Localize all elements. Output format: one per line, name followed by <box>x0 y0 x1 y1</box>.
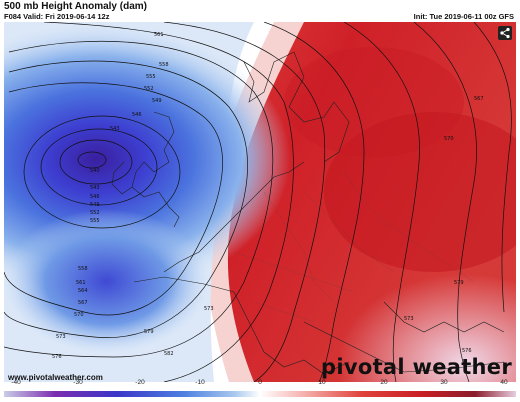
watermark-url: www.pivotalweather.com <box>8 373 103 382</box>
colorbar-tick: -40 <box>11 379 21 386</box>
coastlines <box>111 51 505 375</box>
contour-label: 540 <box>90 168 100 174</box>
contour-label: 561 <box>154 32 164 38</box>
contour-label: 558 <box>159 62 169 68</box>
share-icon[interactable] <box>498 26 512 40</box>
colorbar-tick: 0 <box>258 379 262 386</box>
height-anomaly-map: 561 558 555 552 549 546 543 540 543 546 … <box>4 22 516 382</box>
valid-time: F084 Valid: Fri 2019-06-14 12z <box>4 12 110 21</box>
colorbar-tick: -10 <box>195 379 205 386</box>
contour-label: 579 <box>144 329 154 335</box>
contour-label: 573 <box>404 316 414 322</box>
contour-label: 549 <box>90 202 100 208</box>
contour-label: 564 <box>78 288 88 294</box>
contour-label: 543 <box>110 126 120 132</box>
contour-labels: 561 558 555 552 549 546 543 540 543 546 … <box>52 32 484 360</box>
contour-label: 555 <box>90 218 100 224</box>
contour-label: 543 <box>90 185 100 191</box>
height-contours <box>4 22 512 382</box>
colorbar-tick: 30 <box>440 379 448 386</box>
colorbar-tick: -30 <box>73 379 83 386</box>
contour-label: 576 <box>52 354 62 360</box>
borders <box>233 171 475 323</box>
colorbar-tick: -20 <box>135 379 145 386</box>
contour-label: 555 <box>146 74 156 80</box>
contour-label: 582 <box>164 351 174 357</box>
contour-label: 549 <box>152 98 162 104</box>
contour-label: 546 <box>132 112 142 118</box>
contour-label: 567 <box>474 96 484 102</box>
header: 500 mb Height Anomaly (dam) F084 Valid: … <box>0 0 520 22</box>
colorbar <box>4 384 516 397</box>
colorbar-tick: 40 <box>500 379 508 386</box>
contour-label: 552 <box>90 210 100 216</box>
colorbar-ticks: -40 -30 -20 -10 0 10 20 30 40 <box>4 379 516 389</box>
contour-label: 558 <box>78 266 88 272</box>
contour-label: 576 <box>462 348 472 354</box>
contour-label: 570 <box>74 312 84 318</box>
contour-label: 567 <box>78 300 88 306</box>
contour-label: 546 <box>90 194 100 200</box>
init-time: Init: Tue 2019-06-11 00z GFS <box>413 12 514 21</box>
colorbar-gradient <box>4 391 516 397</box>
contour-label: 579 <box>454 280 464 286</box>
contour-label: 570 <box>444 136 454 142</box>
colorbar-tick: 10 <box>318 379 326 386</box>
contour-label: 573 <box>56 334 66 340</box>
contour-label: 573 <box>204 306 214 312</box>
contour-label: 552 <box>144 86 154 92</box>
colorbar-tick: 20 <box>380 379 388 386</box>
brand-logo: pivotal weather <box>321 355 512 379</box>
contour-label: 561 <box>76 280 86 286</box>
share-glyph <box>500 27 510 39</box>
map-canvas: 561 558 555 552 549 546 543 540 543 546 … <box>4 22 516 382</box>
map-title: 500 mb Height Anomaly (dam) <box>4 1 147 12</box>
